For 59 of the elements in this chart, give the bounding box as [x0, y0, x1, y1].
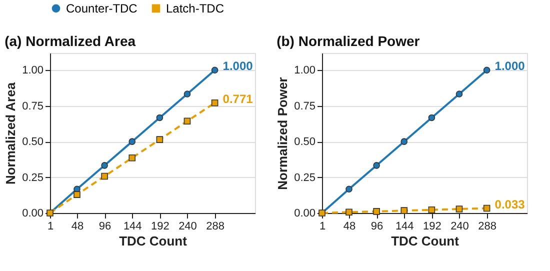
y-axis-title: Normalized Area [3, 82, 18, 185]
point [128, 138, 136, 145]
point [346, 186, 352, 193]
x-tick-label: 288 [206, 220, 224, 232]
point [156, 136, 164, 143]
data-label: 0.771 [222, 92, 254, 106]
y-tick-label: 0.00 [294, 208, 316, 220]
x-tick-label: 96 [98, 220, 112, 232]
point [184, 118, 191, 125]
point [346, 208, 352, 216]
y-tick-label: 0.25 [294, 172, 316, 184]
point [456, 90, 463, 98]
point [483, 204, 490, 212]
point [74, 191, 80, 198]
y-axis-title: Normalized Power [275, 77, 290, 190]
legend-label: Counter-TDC [66, 1, 138, 16]
x-axis-title: TDC Count [391, 234, 460, 248]
y-tick-label: 0.00 [22, 208, 44, 220]
point [373, 208, 380, 215]
point [373, 162, 380, 169]
x-tick-label: 1 [47, 220, 54, 232]
point [128, 154, 136, 162]
point [211, 99, 218, 106]
point [400, 207, 408, 214]
data-label: 1.000 [494, 59, 526, 74]
chart-title: (a) Normalized Area [4, 33, 136, 49]
x-axis-title: TDC Count [119, 234, 188, 248]
y-tick-label: 0.50 [22, 136, 44, 148]
point [211, 66, 218, 74]
point [184, 90, 191, 98]
chart-title: (b) Normalized Power [276, 33, 420, 49]
x-tick-label: 96 [370, 220, 384, 232]
y-tick-label: 0.25 [22, 172, 44, 184]
data-label: 0.033 [494, 197, 526, 212]
point [400, 138, 408, 145]
x-tick-label: 288 [478, 220, 496, 232]
y-tick-label: 0.50 [294, 136, 316, 148]
x-tick-label: 48 [71, 220, 84, 232]
x-tick-label: 1 [319, 220, 326, 232]
y-tick-label: 1.00 [22, 64, 44, 77]
point [428, 114, 436, 122]
point [428, 206, 436, 214]
x-tick-label: 48 [343, 220, 356, 232]
point [101, 162, 108, 169]
y-tick-label: 1.00 [294, 64, 316, 77]
point [483, 66, 490, 74]
y-tick-label: 0.75 [294, 100, 316, 112]
point [101, 172, 108, 180]
x-tick-label: 192 [151, 220, 170, 232]
x-tick-label: 192 [423, 220, 442, 232]
x-tick-label: 144 [123, 220, 142, 232]
legend-label: Latch-TDC [166, 1, 224, 16]
point [156, 114, 164, 122]
x-tick-label: 240 [450, 220, 469, 232]
data-label: 1.000 [222, 59, 254, 74]
y-tick-label: 0.75 [22, 100, 44, 112]
point [456, 206, 463, 212]
x-tick-label: 144 [395, 220, 414, 232]
x-tick-label: 240 [178, 220, 197, 232]
